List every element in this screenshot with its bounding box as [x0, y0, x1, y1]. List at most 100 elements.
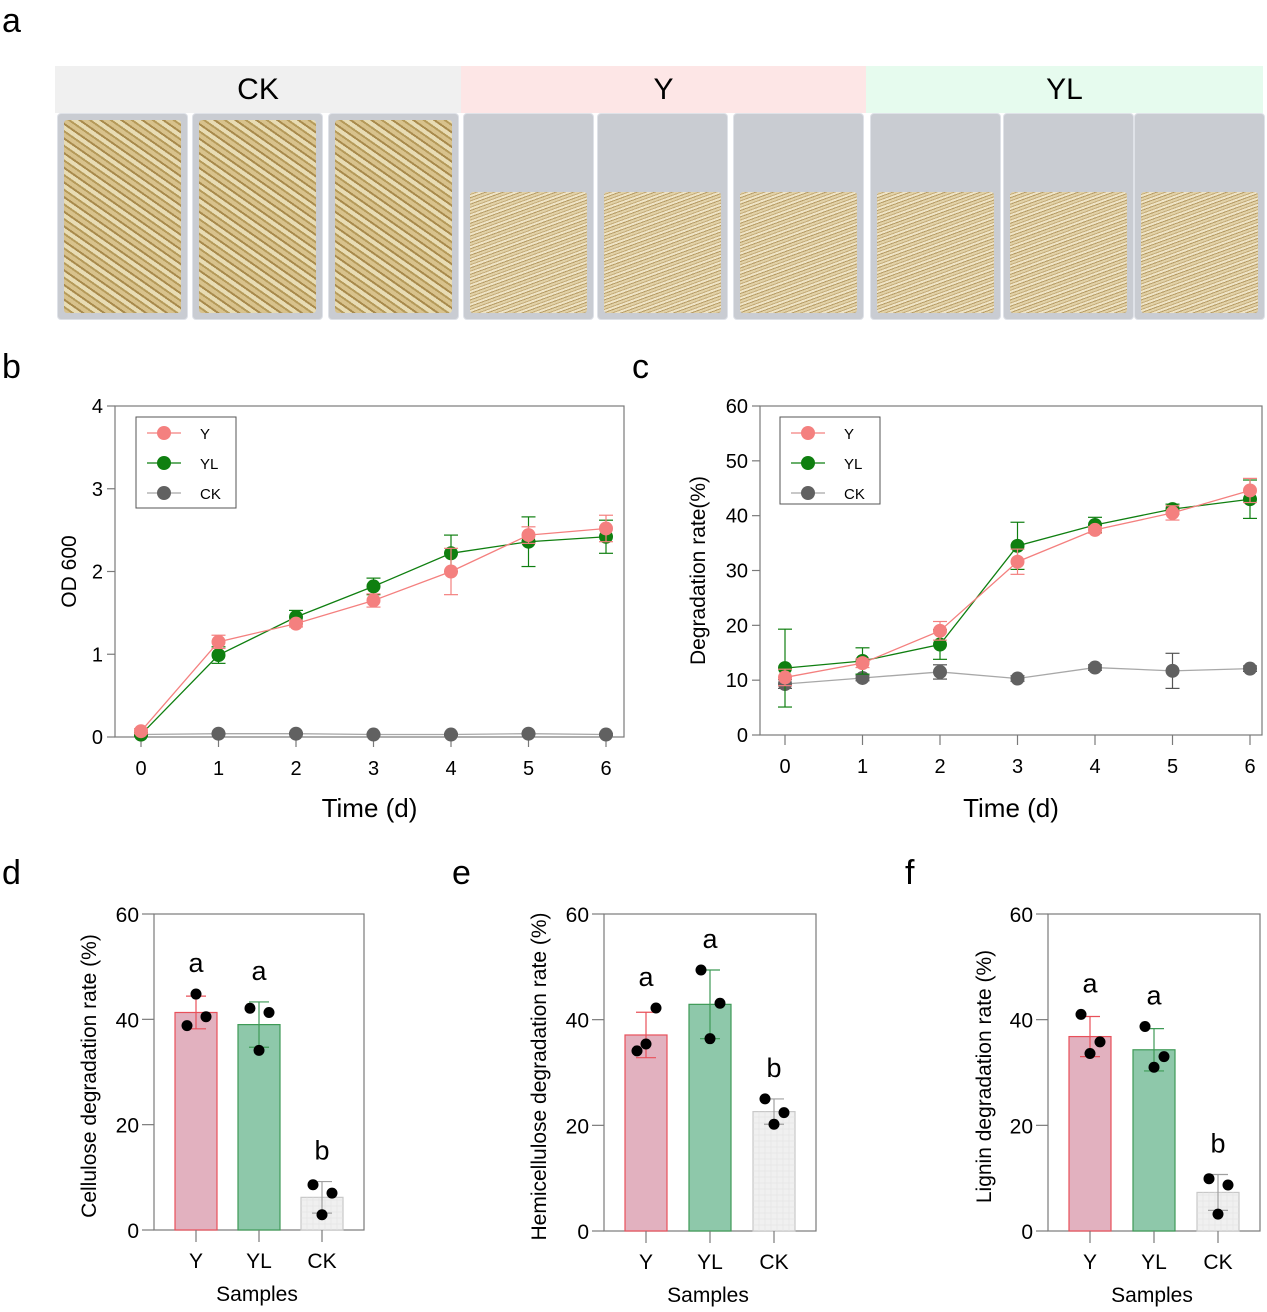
data-point-yl [211, 648, 226, 663]
series-line-y [140, 527, 607, 732]
data-point-ck [599, 727, 613, 742]
x-tick-label: 3 [368, 758, 379, 780]
data-point-y [855, 656, 870, 671]
y-tick-label: 10 [726, 670, 748, 692]
sample-box-ck-3 [328, 113, 459, 320]
x-tick-label: 4 [1089, 756, 1100, 778]
sample-box-y-2 [597, 113, 728, 320]
data-point-y [1010, 554, 1025, 569]
y-axis-label: OD 600 [58, 535, 81, 607]
x-tick-label: 5 [1167, 756, 1178, 778]
legend-marker-yl [157, 456, 171, 470]
x-tick-label: 2 [290, 758, 301, 780]
x-tick-label: 0 [779, 756, 790, 778]
y-tick-label: 0 [1021, 1221, 1033, 1244]
replicate-point [759, 1093, 771, 1105]
panel-letter-b: b [2, 348, 21, 386]
bar-y [624, 1034, 668, 1232]
replicate-point [1212, 1208, 1224, 1220]
replicate-point [307, 1179, 319, 1191]
replicate-point [1203, 1173, 1215, 1185]
replicate-point [1094, 1036, 1106, 1048]
x-tick-label: YL [697, 1251, 723, 1274]
x-axis-label: Samples [1111, 1284, 1193, 1307]
replicate-point [326, 1187, 338, 1199]
sample-box-ck-1 [57, 113, 188, 320]
x-tick-label: YL [246, 1250, 272, 1273]
legend-marker-ck [157, 486, 171, 500]
x-tick-label: CK [1203, 1251, 1232, 1274]
y-tick-label: 50 [726, 451, 748, 473]
data-point-yl [366, 579, 381, 594]
replicate-point [1158, 1051, 1170, 1063]
y-tick-label: 0 [577, 1221, 589, 1244]
x-tick-label: 3 [1012, 756, 1023, 778]
significance-letter: a [251, 956, 267, 986]
significance-letter: b [1210, 1128, 1225, 1158]
replicate-point [778, 1107, 790, 1119]
x-axis-label: Samples [216, 1283, 298, 1306]
replicate-point [695, 964, 707, 976]
panel-letter-f: f [905, 854, 915, 892]
replicate-point [631, 1045, 643, 1057]
data-point-y [366, 593, 381, 608]
data-point-ck [444, 727, 458, 742]
data-point-y [1165, 505, 1180, 520]
legend-marker-yl [801, 456, 815, 470]
x-tick-label: 1 [213, 758, 224, 780]
legend-label-y: Y [200, 426, 210, 443]
data-point-y [289, 616, 303, 631]
sample-box-y-1 [463, 113, 594, 320]
data-point-ck [1243, 661, 1257, 676]
x-tick-label: Y [1083, 1251, 1097, 1274]
replicate-point [263, 1006, 275, 1018]
significance-letter: b [766, 1053, 781, 1083]
data-point-ck [933, 664, 947, 679]
data-point-y [134, 724, 148, 739]
y-tick-label: 0 [737, 725, 748, 747]
legend-label-ck: CK [844, 486, 865, 503]
data-point-ck [1165, 663, 1180, 678]
y-tick-label: 20 [726, 615, 748, 637]
replicate-point [1084, 1047, 1096, 1059]
x-axis-label: Samples [667, 1284, 749, 1307]
y-tick-label: 60 [116, 904, 139, 927]
data-point-ck [211, 726, 226, 741]
sample-box-ck-2 [192, 113, 323, 320]
panel-letter-c: c [632, 348, 649, 386]
y-tick-label: 3 [92, 479, 103, 501]
legend-box-c [779, 416, 881, 505]
significance-letter: a [702, 924, 718, 954]
y-axis-label: Cellulose degradation rate (%) [78, 934, 101, 1218]
data-point-yl [933, 637, 947, 652]
y-tick-label: 0 [92, 727, 103, 749]
legend-label-yl: YL [200, 456, 218, 473]
legend-marker-y [157, 426, 171, 440]
y-tick-label: 30 [726, 561, 748, 583]
y-axis-label: Hemicellulose degradation rate (%) [528, 913, 551, 1241]
data-point-ck [521, 726, 536, 741]
x-tick-label: 1 [857, 756, 868, 778]
series-line-y [784, 489, 1251, 679]
replicate-point [316, 1209, 328, 1221]
y-tick-label: 60 [566, 904, 589, 927]
bar-yl [1132, 1049, 1176, 1232]
significance-letter: a [1146, 981, 1162, 1011]
legend-marker-ck [801, 486, 815, 500]
y-tick-label: 2 [92, 562, 103, 584]
x-tick-label: YL [1141, 1251, 1167, 1274]
bar-y [1068, 1035, 1112, 1232]
x-tick-label: 4 [445, 758, 456, 780]
data-point-y [933, 623, 947, 638]
y-tick-label: 20 [116, 1115, 139, 1138]
y-tick-label: 40 [726, 506, 748, 528]
group-label-y: Y [461, 66, 866, 113]
x-tick-label: 2 [934, 756, 945, 778]
panel-letter-d: d [2, 854, 21, 892]
y-tick-label: 40 [566, 1010, 589, 1033]
data-point-y [1243, 483, 1257, 498]
panel-letter-a: a [2, 2, 21, 40]
y-tick-label: 40 [1010, 1010, 1033, 1033]
data-point-y [1088, 522, 1102, 537]
legend-label-yl: YL [844, 456, 862, 473]
